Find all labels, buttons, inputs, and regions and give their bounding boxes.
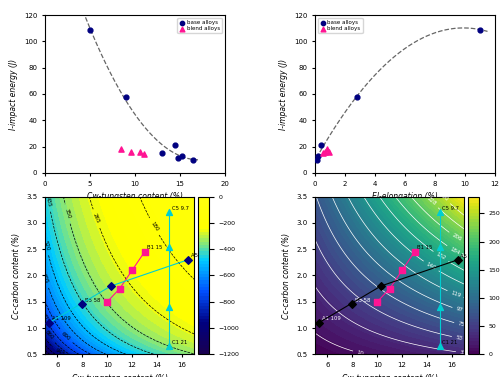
base alloys	[174, 155, 182, 161]
Text: 140: 140	[426, 262, 437, 271]
X-axis label: Cw-tungsten content (%): Cw-tungsten content (%)	[342, 374, 438, 377]
Point	[436, 343, 444, 349]
Legend: base alloys, blend alloys: base alloys, blend alloys	[178, 18, 222, 34]
Text: B5 58: B5 58	[355, 297, 370, 303]
Text: 75: 75	[457, 321, 465, 328]
blend alloys	[136, 149, 143, 155]
X-axis label: Cw-tungsten content (%): Cw-tungsten content (%)	[72, 374, 168, 377]
base alloys	[122, 93, 130, 100]
Text: 250: 250	[438, 192, 449, 202]
Point	[436, 304, 444, 310]
Text: 520: 520	[42, 240, 50, 251]
Text: 860: 860	[44, 330, 54, 341]
Point	[140, 249, 148, 255]
Text: C5 9.7: C5 9.7	[442, 205, 460, 211]
Text: B5 58: B5 58	[85, 297, 100, 303]
Point	[184, 257, 192, 263]
Text: 119: 119	[450, 290, 461, 298]
Text: A5 9.3: A5 9.3	[461, 253, 478, 258]
base alloys	[353, 93, 361, 100]
blend alloys	[323, 146, 331, 152]
Point	[44, 320, 52, 326]
Text: 228: 228	[426, 196, 437, 207]
Text: 97: 97	[455, 307, 463, 313]
base alloys	[313, 157, 321, 163]
Text: C1 21: C1 21	[442, 340, 458, 345]
Text: 605: 605	[41, 273, 50, 284]
Point	[166, 304, 173, 310]
Text: 435: 435	[45, 196, 52, 207]
Text: 206: 206	[450, 233, 462, 242]
Text: B1 15: B1 15	[148, 245, 163, 250]
Y-axis label: Cc-carbon content (%): Cc-carbon content (%)	[12, 232, 20, 319]
base alloys	[476, 26, 484, 32]
blend alloys	[325, 149, 333, 155]
Point	[314, 320, 322, 326]
Point	[107, 283, 115, 289]
base alloys	[158, 150, 166, 156]
blend alloys	[140, 152, 148, 158]
Text: 184: 184	[449, 246, 460, 255]
Point	[454, 257, 462, 263]
Text: A1 109: A1 109	[52, 316, 70, 321]
Text: A5 9.3: A5 9.3	[460, 254, 476, 259]
Point	[116, 286, 124, 292]
Text: A5 9.3: A5 9.3	[191, 253, 208, 258]
Point	[436, 209, 444, 215]
Point	[128, 267, 136, 273]
Text: (b): (b)	[395, 224, 415, 236]
Point	[398, 267, 406, 273]
Text: 162: 162	[435, 252, 446, 261]
X-axis label: Cw-tungsten content (%): Cw-tungsten content (%)	[87, 192, 183, 201]
Point	[103, 299, 111, 305]
Point	[436, 244, 444, 250]
blend alloys	[118, 146, 126, 152]
Text: 945: 945	[54, 348, 66, 358]
Text: (a): (a)	[125, 224, 145, 236]
Text: B1 15: B1 15	[418, 245, 433, 250]
Text: C5 9.7: C5 9.7	[172, 205, 190, 211]
Point	[166, 244, 173, 250]
Text: C1 21: C1 21	[172, 340, 188, 345]
Text: 350: 350	[64, 208, 72, 220]
Y-axis label: I-impact energy (J): I-impact energy (J)	[10, 58, 18, 130]
Y-axis label: Cc-carbon content (%): Cc-carbon content (%)	[282, 232, 290, 319]
blend alloys	[321, 149, 329, 155]
X-axis label: El-elongation (%): El-elongation (%)	[372, 192, 438, 201]
Text: 265: 265	[92, 213, 100, 225]
Point	[386, 286, 394, 292]
base alloys	[314, 153, 322, 159]
base alloys	[190, 157, 198, 163]
Text: A1 109: A1 109	[322, 316, 340, 321]
Text: 53: 53	[455, 335, 462, 341]
Point	[78, 301, 86, 307]
blend alloys	[318, 150, 326, 156]
Point	[410, 249, 418, 255]
Point	[348, 301, 356, 307]
base alloys	[172, 142, 179, 148]
Point	[166, 343, 173, 349]
Point	[373, 299, 382, 305]
Text: 31: 31	[459, 350, 466, 356]
base alloys	[178, 153, 186, 159]
Text: 180: 180	[149, 221, 159, 232]
base alloys	[86, 26, 94, 32]
Y-axis label: I-impact energy (J): I-impact energy (J)	[280, 58, 288, 130]
blend alloys	[126, 149, 134, 155]
Text: 775: 775	[41, 313, 50, 325]
Legend: base alloys, blend alloys: base alloys, blend alloys	[318, 18, 362, 34]
base alloys	[318, 142, 326, 148]
Text: 690: 690	[60, 331, 72, 342]
Point	[377, 283, 385, 289]
Text: 10: 10	[356, 350, 364, 356]
Point	[166, 209, 173, 215]
